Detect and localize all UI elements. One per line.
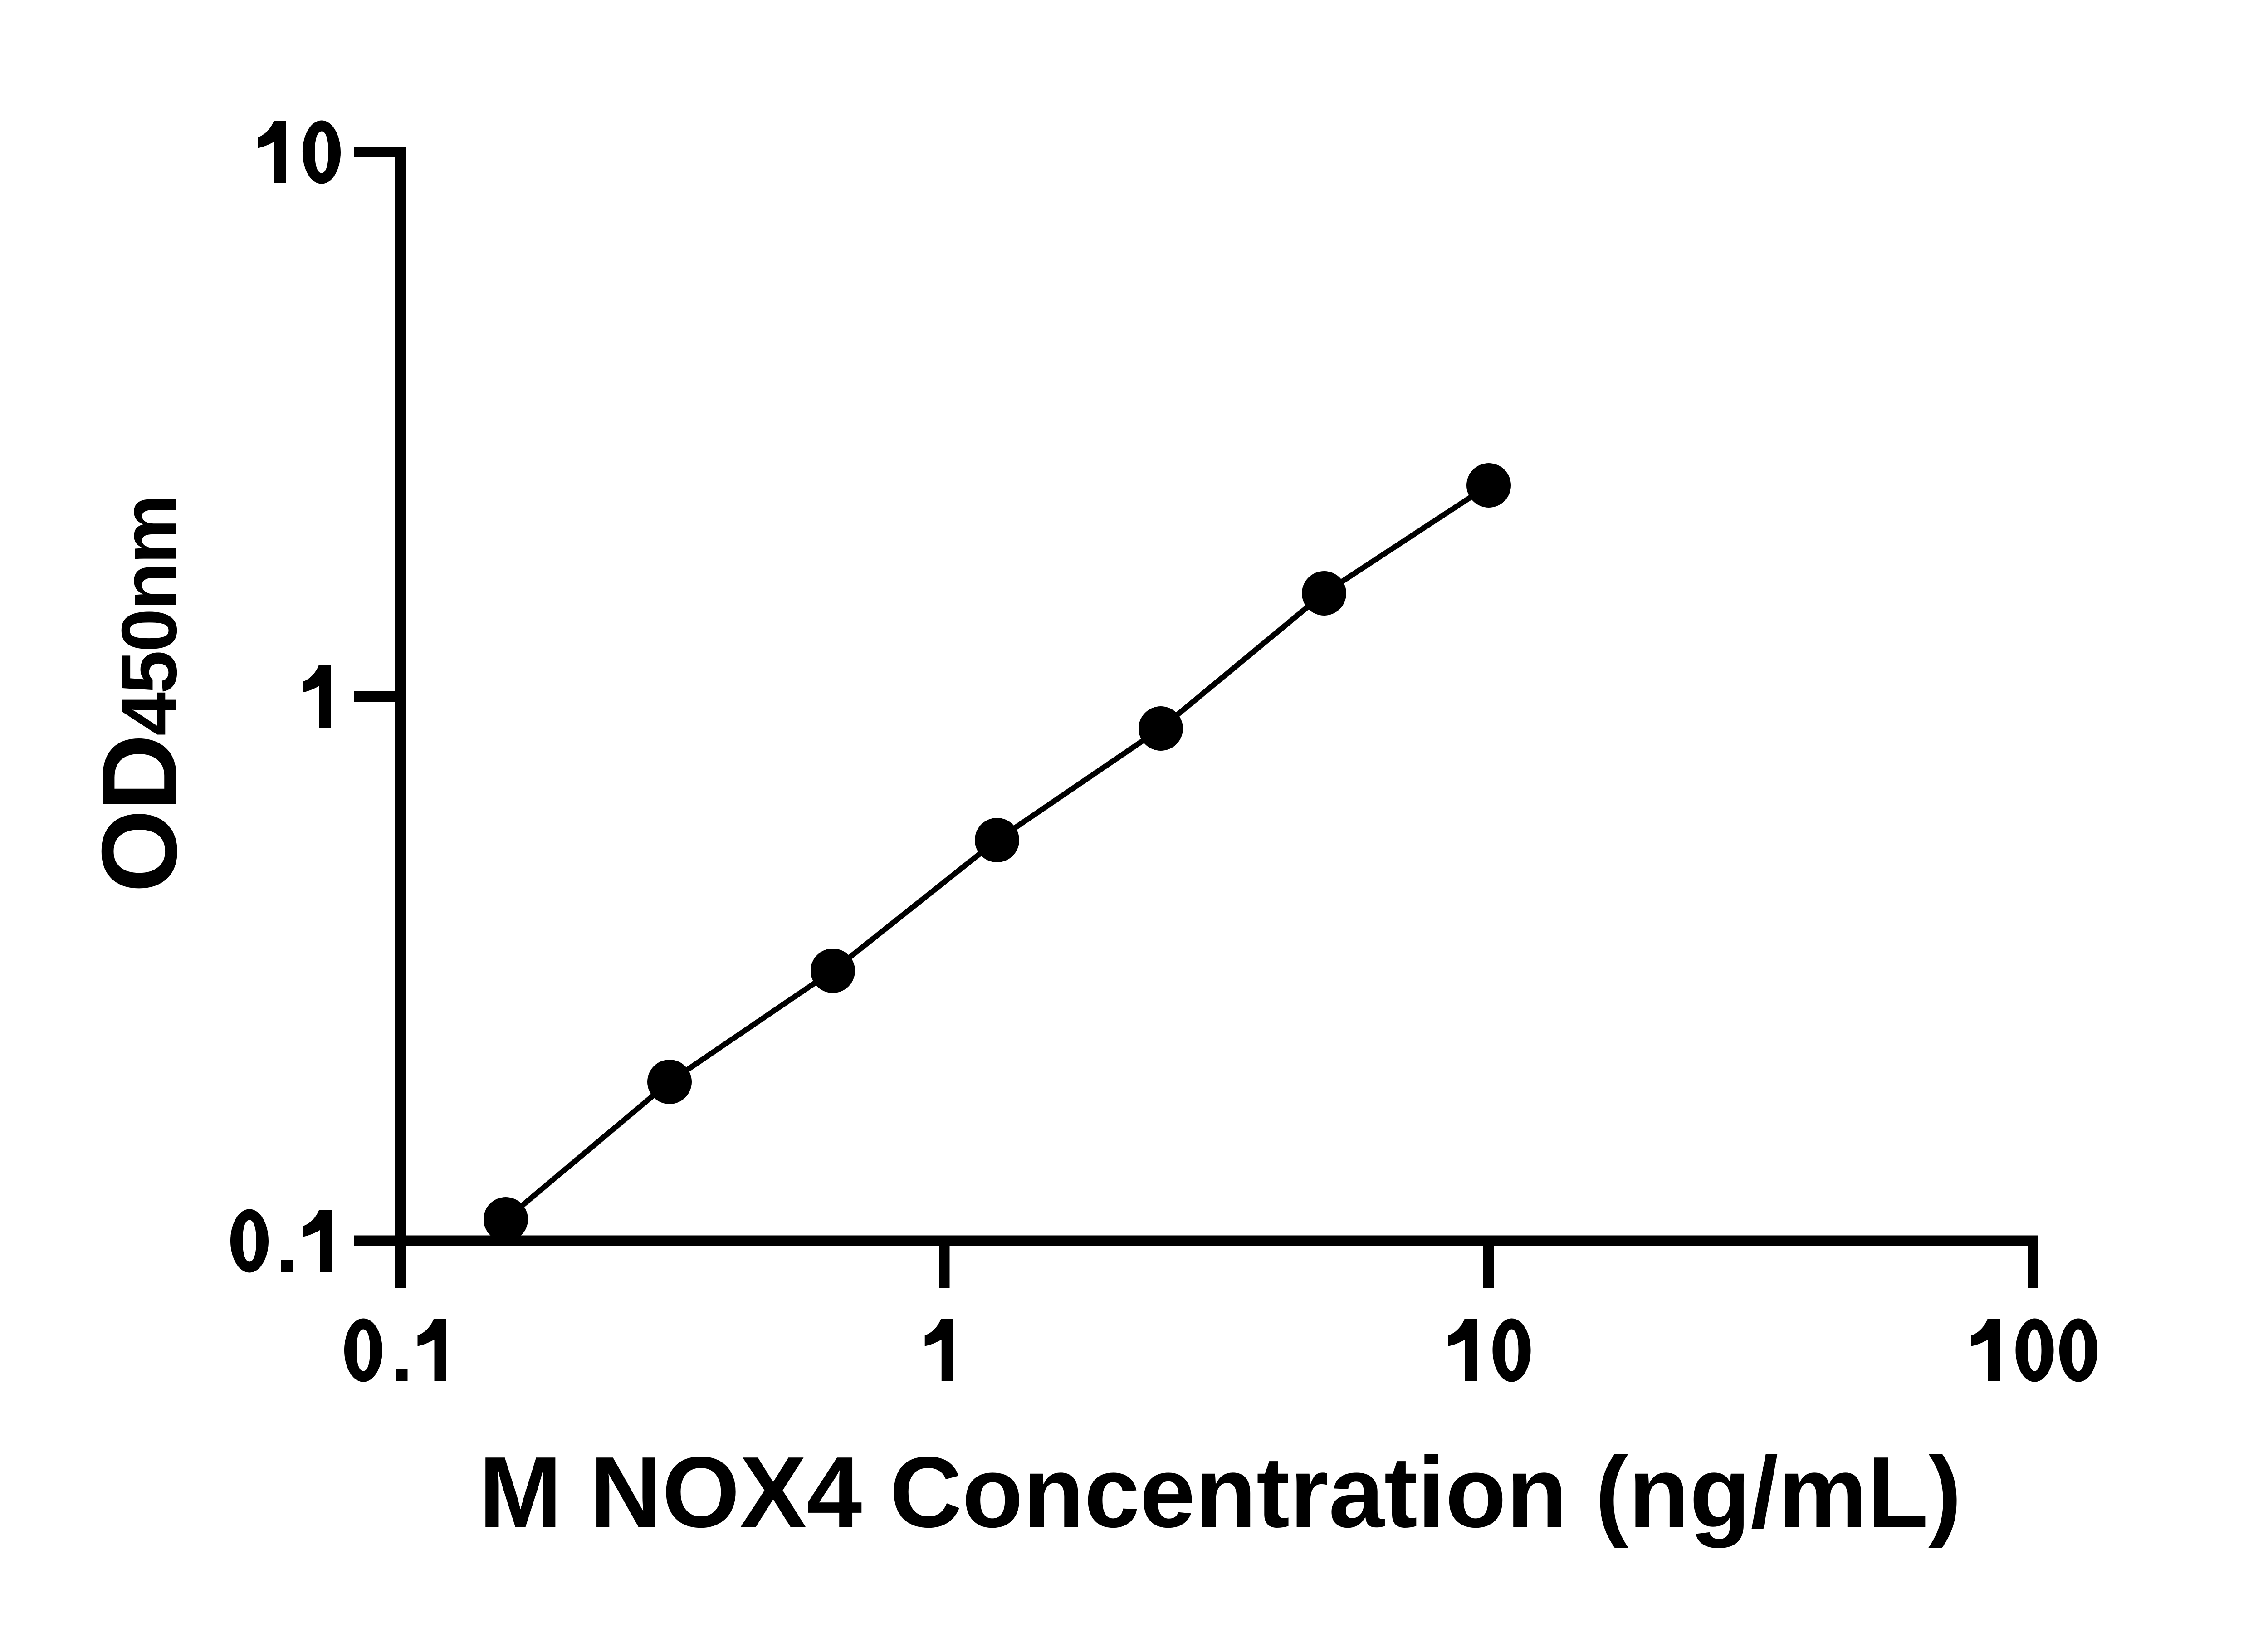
svg-text:OD450nm: OD450nm <box>80 496 200 893</box>
svg-text:M NOX4 Concentration (ng/mL): M NOX4 Concentration (ng/mL) <box>479 1436 1962 1549</box>
